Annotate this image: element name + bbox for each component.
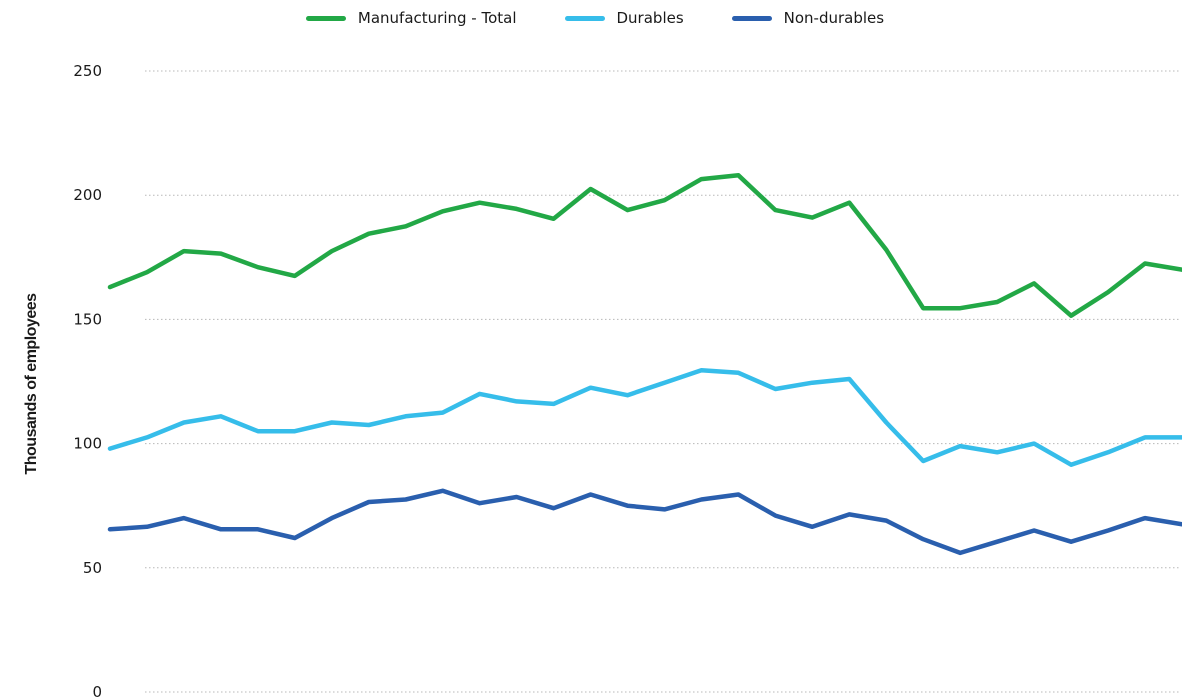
y-tick-label-250: 250	[73, 62, 102, 80]
y-tick-label-50: 50	[83, 559, 102, 577]
series-line-durables	[107, 368, 1182, 467]
legend-swatch-total	[305, 15, 346, 21]
y-axis-ticks: 0 50 100 150 200 250	[73, 62, 102, 700]
series-lines	[107, 173, 1182, 556]
legend-label-durables: Durables	[616, 9, 684, 27]
legend-swatch-durables	[564, 15, 605, 21]
legend-label-nondurables: Non-durables	[783, 9, 885, 27]
y-tick-label-150: 150	[73, 310, 102, 328]
legend: Manufacturing - Total Durables Non-durab…	[0, 9, 1182, 27]
legend-item-nondurables: Non-durables	[731, 9, 885, 27]
y-tick-label-100: 100	[73, 435, 102, 453]
series-line-non-durables	[107, 488, 1182, 556]
legend-label-total: Manufacturing - Total	[357, 9, 517, 27]
series-line-manufacturing-total	[107, 173, 1182, 318]
legend-item-total: Manufacturing - Total	[305, 9, 517, 27]
y-tick-label-200: 200	[73, 186, 102, 204]
y-tick-label-0: 0	[92, 683, 102, 700]
gridlines	[145, 70, 1180, 693]
legend-swatch-nondurables	[731, 15, 772, 21]
legend-item-durables: Durables	[564, 9, 684, 27]
